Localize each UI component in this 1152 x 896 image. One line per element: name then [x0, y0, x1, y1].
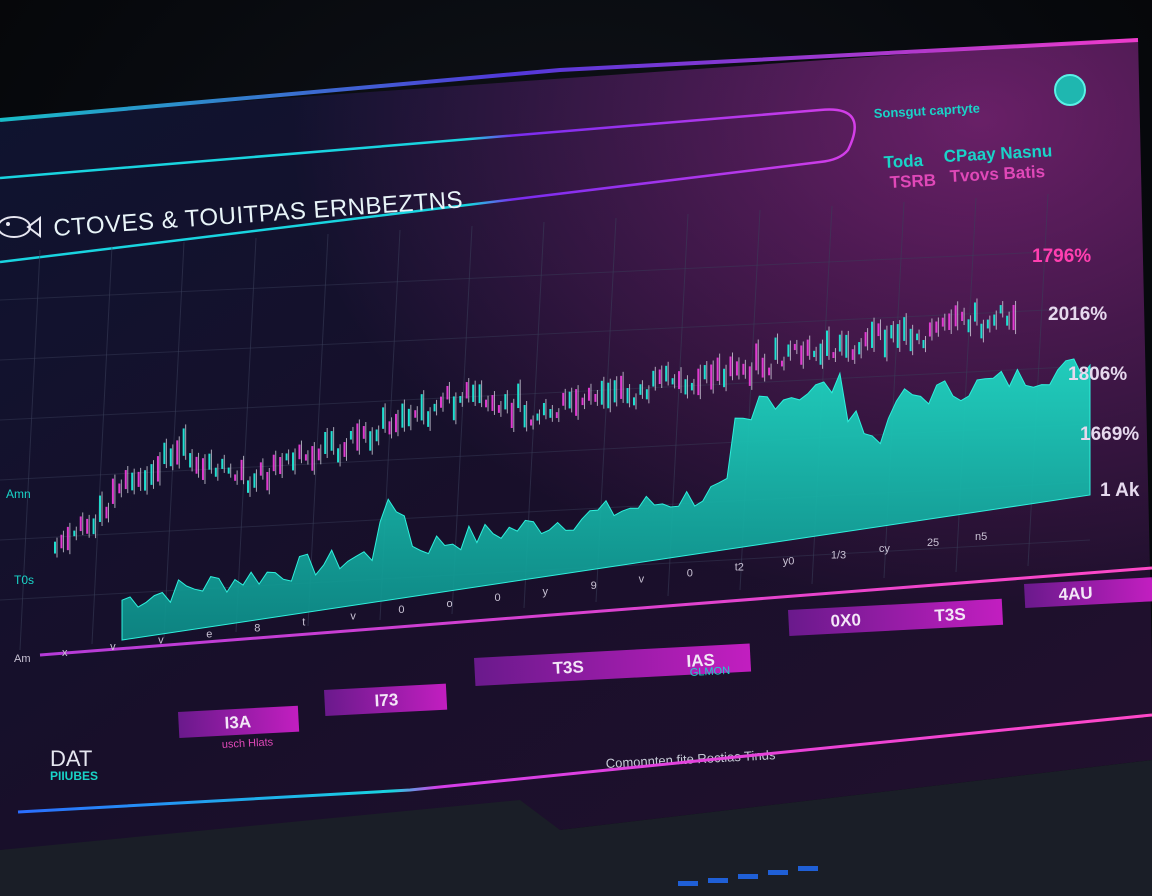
grid-line	[0, 307, 1091, 361]
y-label: 1 Ak	[1100, 480, 1140, 501]
bezel-bottom	[0, 760, 1152, 896]
svg-text:IAS: IAS	[686, 650, 715, 670]
grid-line	[235, 237, 257, 633]
bottom-subtitle: PIIUBES	[50, 769, 98, 783]
candlestick-series	[54, 298, 1017, 558]
x-tick-label: v	[350, 610, 356, 622]
range-tag[interactable]: I73	[324, 683, 448, 716]
svg-text:0X0: 0X0	[830, 610, 861, 631]
status-heading: Sonsgut caprtyte	[873, 100, 980, 121]
x-tick-label: e	[206, 629, 212, 641]
range-tag[interactable]: T3S IAS	[474, 643, 752, 686]
x-tick-label: t2	[735, 562, 744, 574]
svg-text:I73: I73	[374, 690, 399, 710]
chart-baseline	[39, 566, 1152, 657]
x-tick-label: v	[110, 641, 116, 653]
x-tick-label: t	[302, 616, 305, 628]
x-tick-label: v	[158, 635, 164, 647]
y-label: 1806%	[1068, 364, 1127, 385]
x-tick-label: cy	[879, 543, 891, 555]
y-label: 1669%	[1080, 424, 1139, 445]
x-tick-label: Am	[14, 653, 31, 665]
y-axis-right: 1796% 2016% 1806% 1669% 1 Ak	[1032, 246, 1140, 501]
x-axis-ticks: Am x v v e 8 t v 0 o 0 y 9 v 0 t2 y0 1/3 cy 25 n5	[14, 531, 987, 665]
grid-line	[0, 365, 1091, 421]
x-tick-label: 0	[687, 568, 693, 580]
range-tag-caption: GLMON	[690, 665, 731, 679]
x-tick-label: n5	[975, 531, 987, 543]
y-label-left: T0s	[14, 573, 34, 587]
x-tick-label: 0	[495, 592, 501, 604]
grid-line	[91, 245, 113, 645]
x-tick-label: 9	[591, 580, 597, 592]
svg-text:T3S: T3S	[934, 605, 966, 626]
x-tick-label: v	[639, 574, 645, 586]
svg-text:4AU: 4AU	[1058, 583, 1093, 604]
x-tick-label: x	[62, 647, 68, 659]
grid-line	[19, 249, 41, 651]
range-tag[interactable]: 4AU	[1024, 577, 1152, 608]
range-tag-caption: usch Hlats	[222, 736, 274, 751]
status-indicator-icon[interactable]	[1054, 74, 1086, 106]
top-right-status: Sonsgut caprtyte Toda CPaay Nasnu TSRB T…	[873, 74, 1086, 192]
range-tag[interactable]: 0X0 T3S	[788, 598, 1004, 636]
screen-panel	[0, 38, 1152, 850]
stat-label-1: Toda	[883, 151, 924, 172]
svg-text:T3S: T3S	[552, 657, 584, 678]
volume-area	[121, 358, 1091, 641]
x-tick-label: 0	[398, 604, 404, 616]
x-tick-label: y0	[783, 555, 795, 567]
x-tick-label: 8	[254, 623, 260, 635]
x-tick-label: y	[543, 586, 549, 598]
x-tick-label: 1/3	[831, 549, 846, 561]
footer-line	[17, 713, 1152, 814]
y-label: 2016%	[1048, 304, 1107, 325]
grid-line	[0, 249, 1091, 301]
y-label: 1796%	[1032, 246, 1091, 267]
bottom-title: DAT	[50, 746, 92, 771]
svg-text:I3A: I3A	[224, 712, 251, 732]
y-axis-left: Amn T0s	[6, 487, 34, 587]
x-tick-label: o	[446, 598, 452, 610]
stat-label-2: TSRB	[889, 171, 936, 192]
range-tag[interactable]: I3A	[178, 705, 300, 738]
range-tags: I3A usch Hlats I73 T3S IAS GLMON 0X0 T3S…	[178, 577, 1152, 751]
y-label-left: Amn	[6, 487, 31, 501]
fish-logo-icon	[0, 216, 41, 238]
x-tick-label: 25	[927, 537, 939, 549]
grid-line	[163, 241, 185, 639]
price-chart	[0, 193, 1152, 657]
grid-line	[307, 233, 329, 627]
stat-value-2: Tvovs Batis	[949, 162, 1045, 186]
